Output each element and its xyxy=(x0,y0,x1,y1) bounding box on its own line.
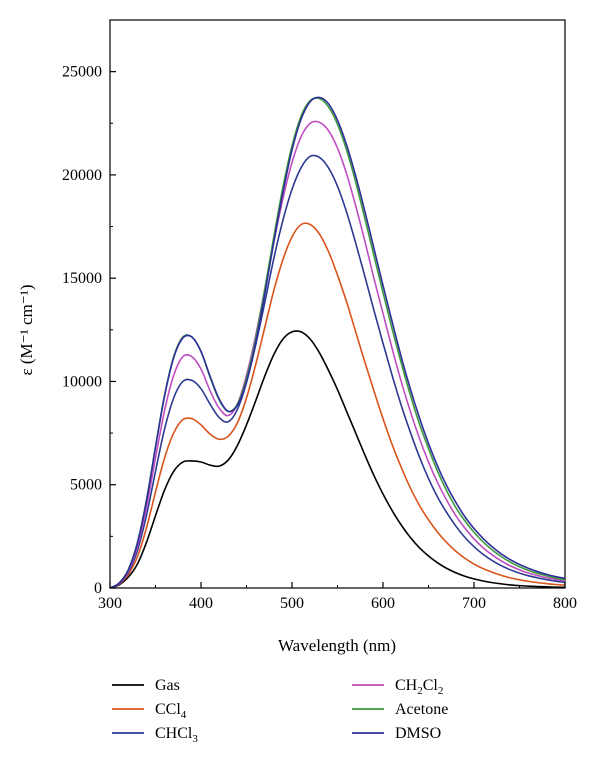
x-tick-label: 800 xyxy=(553,595,577,612)
legend: Gas CCl4 CHCl3 CH2Cl2 Acetone DMSO xyxy=(112,677,448,745)
x-axis-title: Wavelength (nm) xyxy=(278,636,396,655)
legend-item: CCl4 xyxy=(112,701,187,721)
legend-item: Acetone xyxy=(352,701,448,718)
y-tick-label: 0 xyxy=(94,580,102,597)
x-tick-label: 400 xyxy=(189,595,213,612)
series-line-dmso xyxy=(109,96,566,589)
x-tick-label: 600 xyxy=(371,595,395,612)
legend-item: CHCl3 xyxy=(112,725,198,745)
legend-label: DMSO xyxy=(395,725,441,742)
series-group xyxy=(109,96,566,589)
legend-label: Gas xyxy=(155,677,180,694)
y-axis-ticks: 0 5000 10000 15000 20000 25000 xyxy=(62,64,116,597)
x-tick-label: 700 xyxy=(462,595,486,612)
plot-border xyxy=(109,19,566,589)
plot-frame xyxy=(109,19,566,589)
y-axis-title: ε (M⁻¹ cm⁻¹) xyxy=(17,285,36,376)
x-axis-ticks: 300 400 500 600 700 800 xyxy=(98,582,577,612)
legend-label: CH2Cl2 xyxy=(395,677,443,697)
y-tick-label: 5000 xyxy=(70,477,102,494)
legend-label: Acetone xyxy=(395,701,448,718)
legend-item: DMSO xyxy=(352,725,441,742)
series-line-ccl4 xyxy=(109,222,566,589)
x-tick-label: 500 xyxy=(280,595,304,612)
series-line-chcl3 xyxy=(109,154,566,589)
legend-item: CH2Cl2 xyxy=(352,677,443,697)
legend-label: CCl4 xyxy=(155,701,187,721)
x-tick-label: 300 xyxy=(98,595,122,612)
y-tick-label: 15000 xyxy=(62,270,102,287)
y-tick-label: 25000 xyxy=(62,64,102,81)
legend-label: CHCl3 xyxy=(155,725,198,745)
series-line-acetone xyxy=(109,97,566,589)
y-tick-label: 10000 xyxy=(62,373,102,390)
legend-item: Gas xyxy=(112,677,180,694)
y-tick-label: 20000 xyxy=(62,167,102,184)
series-line-ch2cl2 xyxy=(109,120,566,589)
series-line-gas xyxy=(109,330,566,589)
